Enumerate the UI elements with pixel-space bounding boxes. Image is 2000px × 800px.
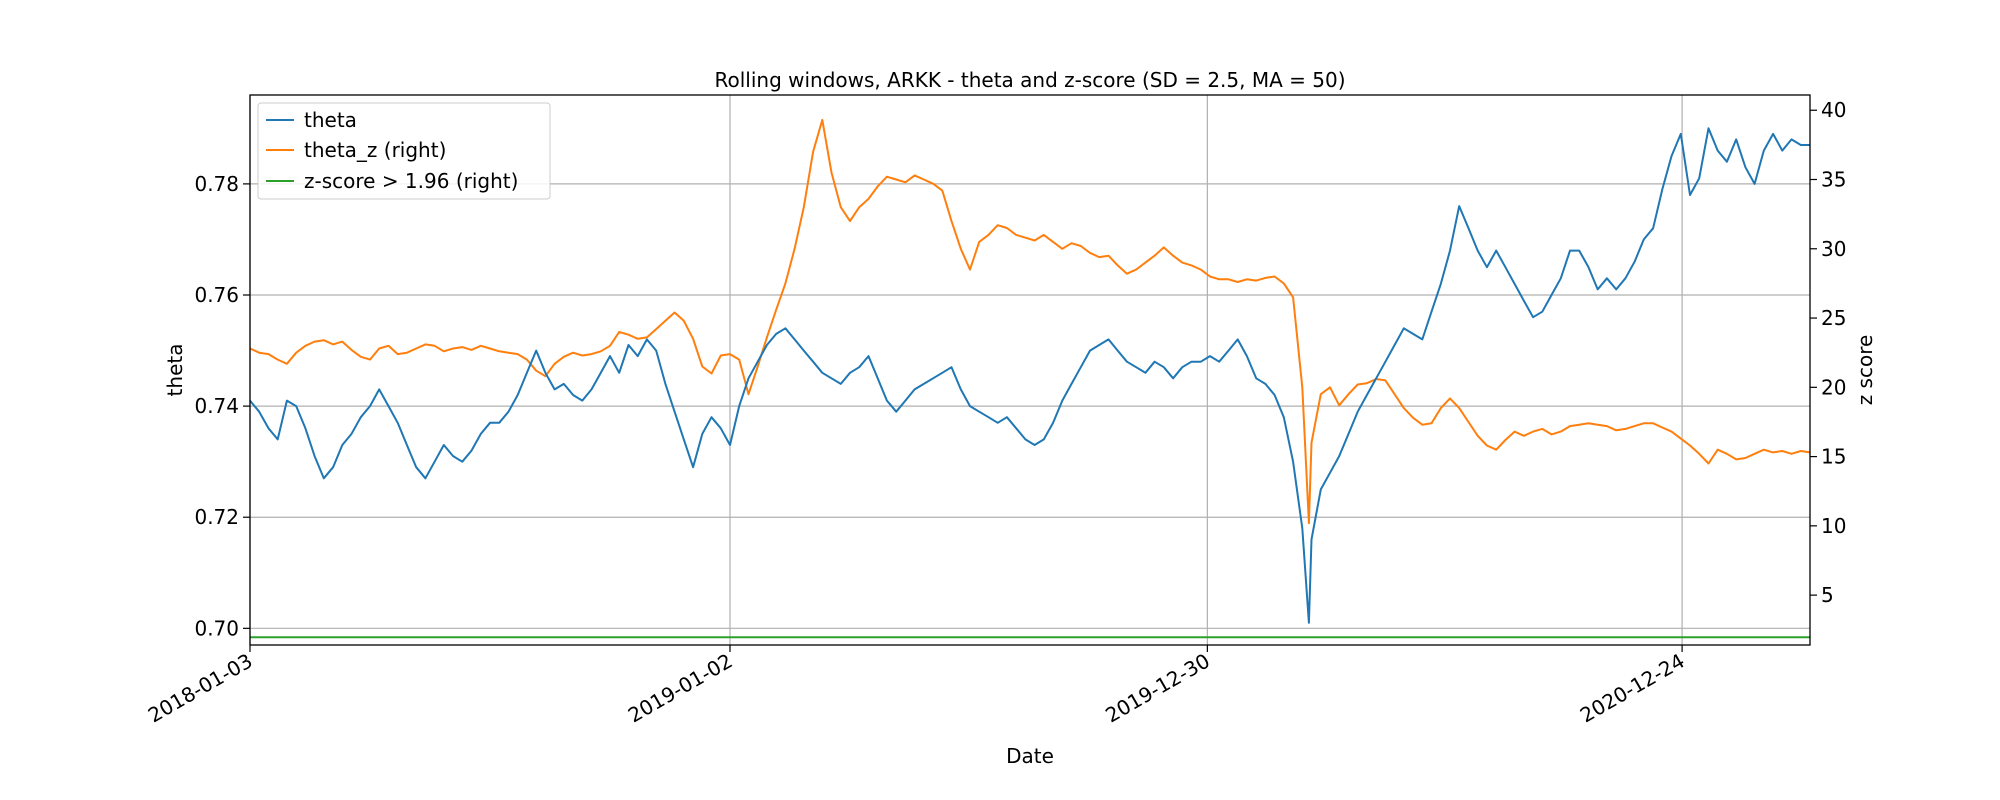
series-layer — [249, 118, 1811, 639]
chart-title: Rolling windows, ARKK - theta and z-scor… — [714, 68, 1345, 92]
plot-frame — [249, 94, 1811, 646]
series-line-theta-z-right — [249, 118, 1811, 525]
y-right-tick-label: 10 — [1821, 514, 1846, 538]
y-axis-label-right: z score — [1853, 335, 1877, 406]
y-right-tick-label: 15 — [1821, 445, 1846, 469]
legend-frame — [257, 102, 551, 200]
y-right-tick-label: 20 — [1821, 375, 1846, 399]
legend-label-z-threshold: z-score > 1.96 (right) — [304, 169, 518, 193]
y-left-tick-label: 0.70 — [194, 616, 239, 640]
y-left-tick-label: 0.76 — [194, 283, 239, 307]
legend-label-theta-z: theta_z (right) — [304, 138, 446, 162]
legend-label-theta: theta — [304, 108, 357, 132]
y-right-tick-label: 40 — [1821, 98, 1846, 122]
y-axis-label-left: theta — [163, 344, 187, 397]
legend: theta theta_z (right) z-score > 1.96 (ri… — [257, 102, 551, 200]
x-axis-label: Date — [1006, 744, 1054, 768]
y-right-tick-label: 25 — [1821, 306, 1846, 330]
series-line-theta — [249, 127, 1810, 624]
y-right-tick-label: 5 — [1821, 583, 1834, 607]
y-left-tick-label: 0.78 — [194, 172, 239, 196]
y-right-tick-label: 30 — [1821, 237, 1846, 261]
y-left-tick-label: 0.74 — [194, 394, 239, 418]
y-left-tick-label: 0.72 — [194, 505, 239, 529]
y-right-tick-label: 35 — [1821, 168, 1846, 192]
